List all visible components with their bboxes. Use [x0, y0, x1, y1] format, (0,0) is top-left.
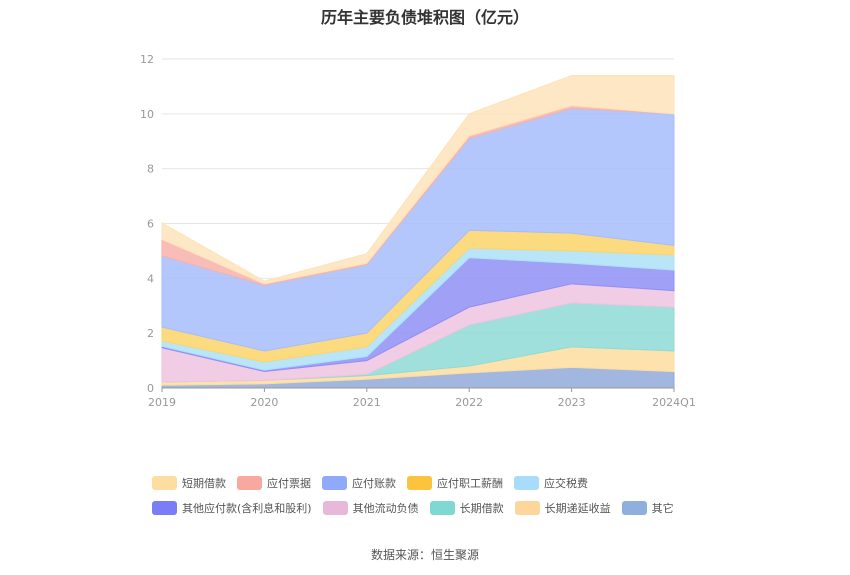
legend-item[interactable]: 长期递延收益 — [514, 500, 611, 516]
legend-item[interactable]: 应付票据 — [237, 475, 311, 491]
x-tick-label: 2022 — [455, 396, 483, 409]
axes: 0 2 4 6 8 10 12 2019 2020 2021 2022 2023 2024Q1 — [140, 53, 696, 409]
legend-item[interactable]: 应付职工薪酬 — [407, 475, 503, 491]
legend-swatch — [322, 500, 348, 515]
legend-item[interactable]: 长期借款 — [429, 500, 504, 516]
y-tick-label: 10 — [140, 108, 154, 121]
legend-label: 应付票据 — [267, 476, 311, 490]
legend-swatch — [237, 475, 262, 490]
data-source: 数据来源：恒生聚源 — [370, 548, 479, 562]
legend: 短期借款 应付票据 应付账款 应付职工薪酬 应交税费其他应付款(含利息和股利) 其他流动负… — [152, 470, 752, 520]
legend-label: 长期借款 — [459, 501, 504, 515]
legend-label: 应交税费 — [544, 476, 588, 490]
legend-label: 长期递延收益 — [544, 501, 611, 515]
x-tick-label: 2021 — [353, 396, 381, 409]
legend-swatch — [514, 500, 540, 515]
legend-item[interactable]: 其它 — [621, 500, 674, 516]
legend-row: 短期借款 应付票据 应付账款 应付职工薪酬 应交税费 — [152, 470, 752, 495]
legend-swatch — [322, 475, 347, 490]
x-tick-label: 2020 — [250, 396, 278, 409]
legend-swatch — [429, 500, 455, 515]
legend-swatch — [152, 500, 177, 515]
y-tick-label: 6 — [147, 218, 154, 231]
legend-item[interactable]: 应付账款 — [322, 475, 396, 491]
legend-item[interactable]: 短期借款 — [152, 475, 226, 491]
stacked-area-chart: 0 2 4 6 8 10 12 2019 2020 2021 2022 2023 2024Q1 — [140, 53, 696, 409]
legend-swatch — [621, 500, 647, 515]
legend-label: 其他流动负债 — [352, 501, 419, 515]
y-tick-label: 2 — [147, 327, 154, 340]
legend-label: 应付账款 — [352, 476, 396, 490]
x-tick-label: 2023 — [558, 396, 586, 409]
y-tick-label: 0 — [147, 382, 154, 395]
legend-label: 其它 — [651, 501, 674, 515]
legend-label: 短期借款 — [182, 476, 226, 490]
y-tick-label: 4 — [147, 272, 154, 285]
legend-item[interactable]: 其他流动负债 — [322, 500, 419, 516]
chart-title: 历年主要负债堆积图（亿元） — [320, 8, 529, 27]
y-tick-label: 8 — [147, 163, 154, 176]
y-tick-label: 12 — [140, 53, 154, 66]
legend-swatch — [407, 475, 432, 490]
legend-label: 其他应付款(含利息和股利) — [182, 501, 312, 515]
legend-swatch — [514, 475, 539, 490]
legend-row: 其他应付款(含利息和股利) 其他流动负债 长期借款 长期递延收益 其它 — [152, 495, 752, 520]
area-series-layer — [161, 74, 675, 389]
x-tick-label: 2019 — [148, 396, 176, 409]
legend-swatch — [152, 475, 177, 490]
x-tick-label: 2024Q1 — [652, 396, 696, 409]
legend-item[interactable]: 其他应付款(含利息和股利) — [152, 500, 312, 516]
area-series[interactable] — [161, 74, 675, 285]
legend-item[interactable]: 应交税费 — [514, 475, 588, 491]
legend-label: 应付职工薪酬 — [437, 476, 503, 490]
